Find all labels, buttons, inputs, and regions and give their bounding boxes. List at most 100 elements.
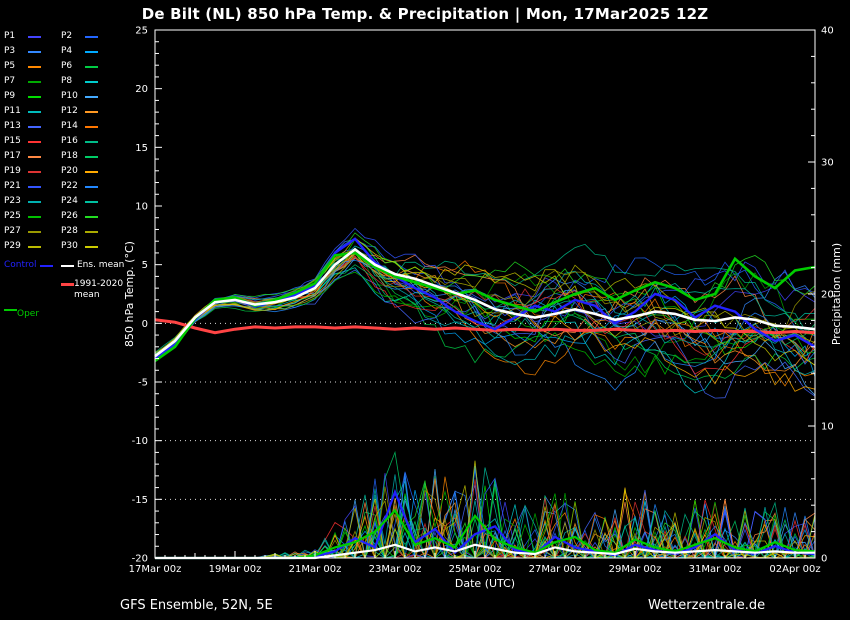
legend-member-P7: P7 bbox=[4, 76, 61, 87]
legend-member-P4: P4 bbox=[61, 46, 118, 57]
legend-member-P29: P29 bbox=[4, 241, 61, 252]
legend-member-P1: P1 bbox=[4, 31, 61, 42]
legend-member-label: P7 bbox=[4, 76, 16, 86]
member-line-swatch bbox=[85, 80, 98, 83]
legend-member-P16: P16 bbox=[61, 136, 118, 147]
legend-member-P23: P23 bbox=[4, 196, 61, 207]
legend-member-P10: P10 bbox=[61, 91, 118, 102]
svg-text:5: 5 bbox=[142, 260, 148, 271]
svg-text:27Mar 00z: 27Mar 00z bbox=[529, 564, 582, 575]
legend-member-label: P30 bbox=[61, 241, 78, 251]
legend-member-label: P1 bbox=[4, 31, 16, 41]
legend-member-P30: P30 bbox=[61, 241, 118, 252]
legend-member-label: P17 bbox=[4, 151, 21, 161]
legend-member-label: P27 bbox=[4, 226, 21, 236]
legend-member-P5: P5 bbox=[4, 61, 61, 72]
legend-member-label: P5 bbox=[4, 61, 16, 71]
svg-text:-15: -15 bbox=[132, 495, 148, 506]
legend-members: P1 P2 P3 P4 P5 P6 P7 P8 P9 P10 P11 P12 P13 P14 P15 P16 P… bbox=[4, 31, 154, 252]
plot-lines bbox=[154, 227, 816, 560]
legend-member-P19: P19 bbox=[4, 166, 61, 177]
member-line-swatch bbox=[85, 230, 98, 233]
member-line-swatch bbox=[28, 50, 41, 53]
legend-member-P12: P12 bbox=[61, 106, 118, 117]
svg-text:02Apr 00z: 02Apr 00z bbox=[769, 564, 820, 575]
svg-text:15: 15 bbox=[135, 143, 148, 154]
member-line-swatch bbox=[85, 200, 98, 203]
member-line-swatch bbox=[85, 125, 98, 128]
legend-member-P22: P22 bbox=[61, 181, 118, 192]
legend-member-label: P28 bbox=[61, 226, 78, 236]
member-line-swatch bbox=[28, 35, 41, 38]
svg-text:-20: -20 bbox=[132, 554, 148, 565]
svg-text:21Mar 00z: 21Mar 00z bbox=[289, 564, 342, 575]
right-axis-label: Precipitation (mm) bbox=[830, 243, 843, 345]
legend-member-label: P15 bbox=[4, 136, 21, 146]
member-line-swatch bbox=[28, 215, 41, 218]
member-line-swatch bbox=[28, 80, 41, 83]
legend-oper: Oper bbox=[4, 309, 154, 320]
svg-text:0: 0 bbox=[821, 554, 827, 565]
legend-member-P17: P17 bbox=[4, 151, 61, 162]
legend-member-P20: P20 bbox=[61, 166, 118, 177]
legend: P1 P2 P3 P4 P5 P6 P7 P8 P9 P10 P11 P12 P13 P14 P15 P16 P… bbox=[4, 31, 154, 320]
member-line-swatch bbox=[85, 65, 98, 68]
clim-mean-line-swatch bbox=[61, 283, 74, 286]
legend-member-P28: P28 bbox=[61, 226, 118, 237]
member-line-swatch bbox=[28, 65, 41, 68]
member-line-swatch bbox=[85, 170, 98, 173]
legend-member-P15: P15 bbox=[4, 136, 61, 147]
svg-text:0: 0 bbox=[142, 319, 148, 330]
legend-member-label: P6 bbox=[61, 61, 73, 71]
member-line-swatch bbox=[28, 200, 41, 203]
legend-row-control-mean: Control Ens. mean bbox=[4, 260, 154, 271]
legend-member-label: P18 bbox=[61, 151, 78, 161]
legend-member-label: P10 bbox=[61, 91, 78, 101]
member-line-swatch bbox=[85, 185, 98, 188]
member-line-swatch bbox=[85, 50, 98, 53]
legend-member-P2: P2 bbox=[61, 31, 118, 42]
legend-member-label: P14 bbox=[61, 121, 78, 131]
legend-member-label: P23 bbox=[4, 196, 21, 206]
svg-text:31Mar 00z: 31Mar 00z bbox=[689, 564, 742, 575]
legend-member-label: P21 bbox=[4, 181, 21, 191]
svg-text:17Mar 00z: 17Mar 00z bbox=[129, 564, 182, 575]
legend-ens-mean: Ens. mean bbox=[61, 260, 124, 271]
legend-member-label: P2 bbox=[61, 31, 73, 41]
legend-clim-label: 1991-2020 mean bbox=[74, 279, 124, 300]
legend-special: Control Ens. mean 1991-2020 mean Oper bbox=[4, 260, 154, 320]
member-line-swatch bbox=[85, 245, 98, 248]
legend-member-P13: P13 bbox=[4, 121, 61, 132]
svg-text:-5: -5 bbox=[138, 378, 148, 389]
member-line-swatch bbox=[28, 170, 41, 173]
legend-member-P9: P9 bbox=[4, 91, 61, 102]
legend-member-label: P19 bbox=[4, 166, 21, 176]
svg-text:25: 25 bbox=[135, 26, 148, 37]
member-line-swatch bbox=[85, 95, 98, 98]
svg-text:25Mar 00z: 25Mar 00z bbox=[449, 564, 502, 575]
legend-member-label: P11 bbox=[4, 106, 21, 116]
svg-text:29Mar 00z: 29Mar 00z bbox=[609, 564, 662, 575]
legend-member-label: P4 bbox=[61, 46, 73, 56]
member-line-swatch bbox=[28, 230, 41, 233]
svg-text:-10: -10 bbox=[132, 436, 148, 447]
legend-member-P11: P11 bbox=[4, 106, 61, 117]
svg-text:10: 10 bbox=[821, 422, 834, 433]
footer-model-info: GFS Ensemble, 52N, 5E bbox=[120, 598, 273, 613]
legend-member-label: P22 bbox=[61, 181, 78, 191]
legend-member-label: P25 bbox=[4, 211, 21, 221]
legend-member-label: P12 bbox=[61, 106, 78, 116]
ens-mean-line-swatch bbox=[61, 264, 74, 267]
legend-member-P24: P24 bbox=[61, 196, 118, 207]
legend-member-label: P16 bbox=[61, 136, 78, 146]
member-line-swatch bbox=[85, 35, 98, 38]
legend-clim: 1991-2020 mean bbox=[61, 279, 154, 301]
member-line-swatch bbox=[28, 140, 41, 143]
svg-text:23Mar 00z: 23Mar 00z bbox=[369, 564, 422, 575]
legend-member-label: P24 bbox=[61, 196, 78, 206]
legend-oper-label: Oper bbox=[17, 309, 40, 319]
svg-text:20: 20 bbox=[821, 290, 834, 301]
legend-member-P6: P6 bbox=[61, 61, 118, 72]
legend-member-P8: P8 bbox=[61, 76, 118, 87]
